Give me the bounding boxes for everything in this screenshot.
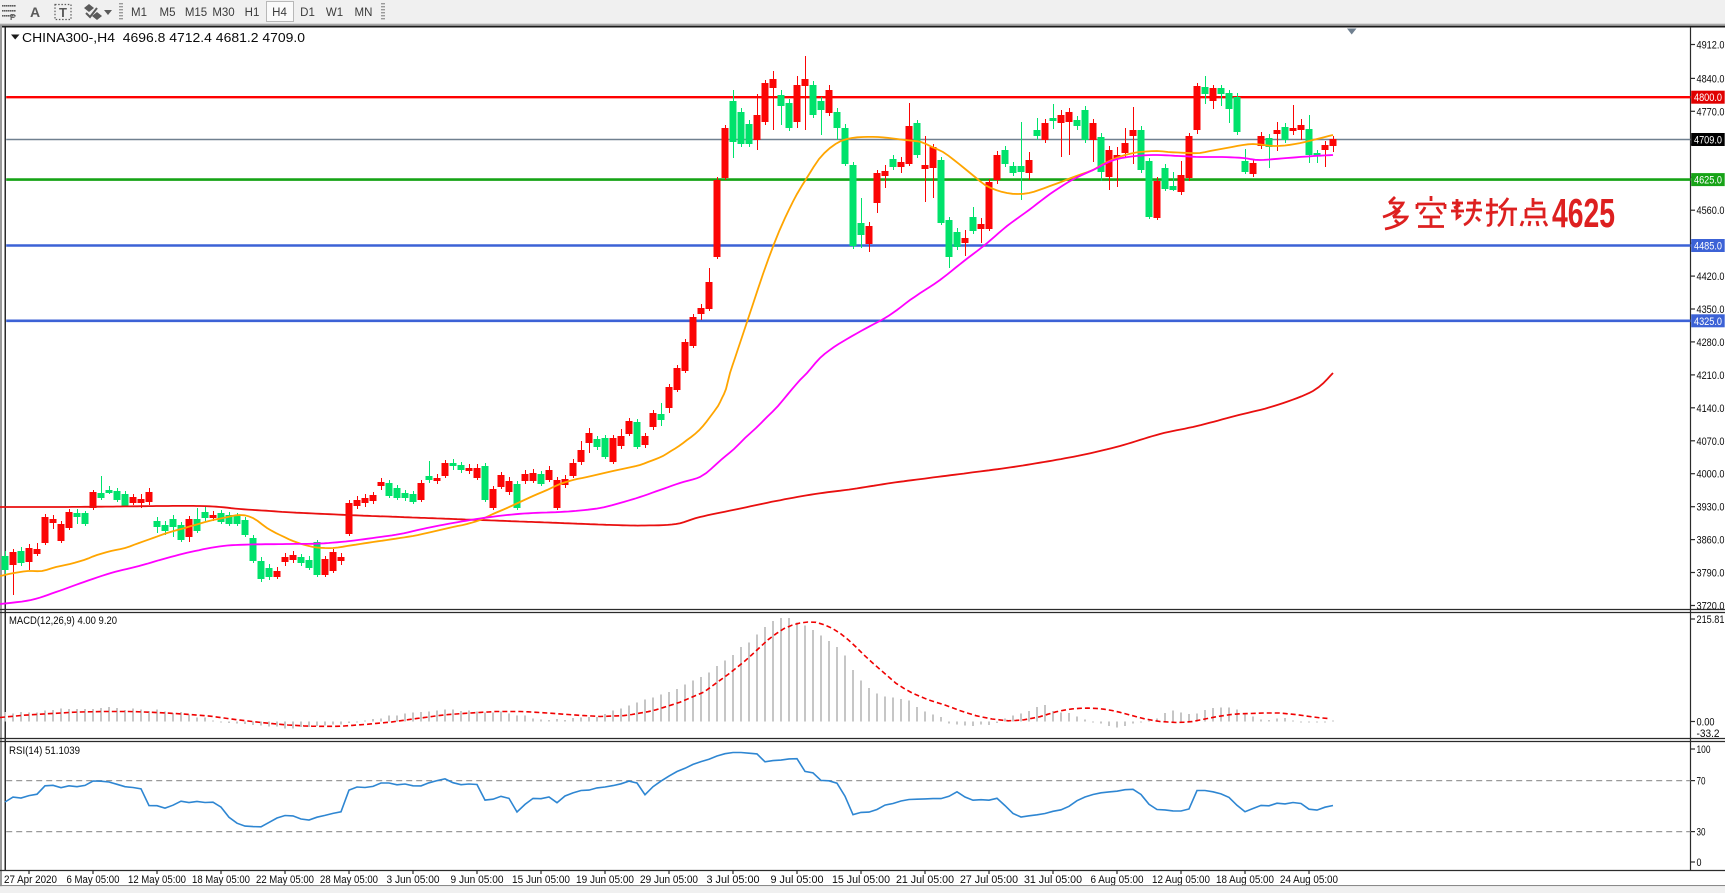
svg-text:30: 30 [1697, 827, 1706, 839]
svg-text:100: 100 [1697, 744, 1711, 756]
svg-text:D1: D1 [300, 7, 315, 19]
svg-text:21 Jul 05:00: 21 Jul 05:00 [896, 874, 954, 886]
svg-text:4210.0: 4210.0 [1697, 370, 1725, 382]
svg-text:3 Jul 05:00: 3 Jul 05:00 [707, 874, 760, 886]
svg-text:4350.0: 4350.0 [1697, 304, 1725, 316]
svg-text:CHINA300-,H4 4696.8 4712.4 46: CHINA300-,H4 4696.8 4712.4 4681.2 4709.0 [22, 30, 305, 45]
svg-text:24 Aug 05:00: 24 Aug 05:00 [1280, 874, 1338, 886]
svg-text:M1: M1 [131, 7, 147, 19]
svg-text:9 Jul 05:00: 9 Jul 05:00 [771, 874, 824, 886]
svg-text:27 Apr 2020: 27 Apr 2020 [4, 874, 57, 886]
svg-text:22 May 05:00: 22 May 05:00 [256, 874, 314, 886]
svg-text:19 Jun 05:00: 19 Jun 05:00 [576, 874, 634, 886]
svg-text:3930.0: 3930.0 [1697, 502, 1725, 514]
svg-text:4625.0: 4625.0 [1694, 175, 1722, 187]
svg-text:A: A [30, 4, 40, 20]
svg-text:M30: M30 [212, 7, 234, 19]
svg-text:MACD(12,26,9) 4.00 9.20: MACD(12,26,9) 4.00 9.20 [9, 615, 117, 627]
svg-text:4800.0: 4800.0 [1694, 92, 1722, 104]
svg-text:4000.0: 4000.0 [1697, 469, 1725, 481]
svg-text:H4: H4 [272, 7, 287, 19]
svg-text:RSI(14) 51.1039: RSI(14) 51.1039 [9, 745, 80, 757]
svg-text:9 Jun 05:00: 9 Jun 05:00 [451, 874, 504, 886]
svg-text:4560.0: 4560.0 [1697, 205, 1725, 217]
svg-text:6 Aug 05:00: 6 Aug 05:00 [1091, 874, 1144, 886]
svg-text:12 Aug 05:00: 12 Aug 05:00 [1152, 874, 1210, 886]
svg-text:H1: H1 [245, 7, 260, 19]
svg-text:4420.0: 4420.0 [1697, 271, 1725, 283]
svg-text:4709.0: 4709.0 [1694, 135, 1722, 147]
svg-text:3 Jun 05:00: 3 Jun 05:00 [387, 874, 440, 886]
svg-text:18 May 05:00: 18 May 05:00 [192, 874, 250, 886]
svg-text:MN: MN [355, 7, 373, 19]
svg-text:3860.0: 3860.0 [1697, 535, 1725, 547]
svg-text:28 May 05:00: 28 May 05:00 [320, 874, 378, 886]
svg-text:215.81: 215.81 [1697, 614, 1725, 626]
svg-text:3720.0: 3720.0 [1697, 601, 1725, 613]
svg-text:4912.0: 4912.0 [1697, 40, 1725, 52]
svg-text:70: 70 [1697, 776, 1706, 788]
svg-text:15 Jun 05:00: 15 Jun 05:00 [512, 874, 570, 886]
svg-text:F: F [10, 13, 15, 22]
svg-text:0: 0 [1697, 857, 1702, 869]
svg-text:0.00: 0.00 [1697, 717, 1715, 729]
svg-text:4485.0: 4485.0 [1694, 241, 1722, 253]
svg-text:T: T [59, 5, 67, 20]
svg-text:4280.0: 4280.0 [1697, 337, 1725, 349]
svg-text:27 Jul 05:00: 27 Jul 05:00 [960, 874, 1018, 886]
svg-text:M15: M15 [185, 7, 207, 19]
svg-text:4625: 4625 [1552, 191, 1615, 236]
svg-text:18 Aug 05:00: 18 Aug 05:00 [1216, 874, 1274, 886]
svg-text:W1: W1 [326, 7, 343, 19]
svg-text:4070.0: 4070.0 [1697, 436, 1725, 448]
svg-text:4325.0: 4325.0 [1694, 316, 1722, 328]
svg-text:12 May 05:00: 12 May 05:00 [128, 874, 186, 886]
svg-text:4140.0: 4140.0 [1697, 403, 1725, 415]
svg-text:15 Jul 05:00: 15 Jul 05:00 [832, 874, 890, 886]
svg-text:4840.0: 4840.0 [1697, 73, 1725, 85]
svg-text:4770.0: 4770.0 [1697, 106, 1725, 118]
svg-text:M5: M5 [160, 7, 176, 19]
svg-text:31 Jul 05:00: 31 Jul 05:00 [1024, 874, 1082, 886]
svg-text:3790.0: 3790.0 [1697, 568, 1725, 580]
svg-text:6 May 05:00: 6 May 05:00 [67, 874, 120, 886]
svg-text:29 Jun 05:00: 29 Jun 05:00 [640, 874, 698, 886]
svg-text:-33.2: -33.2 [1697, 728, 1720, 740]
